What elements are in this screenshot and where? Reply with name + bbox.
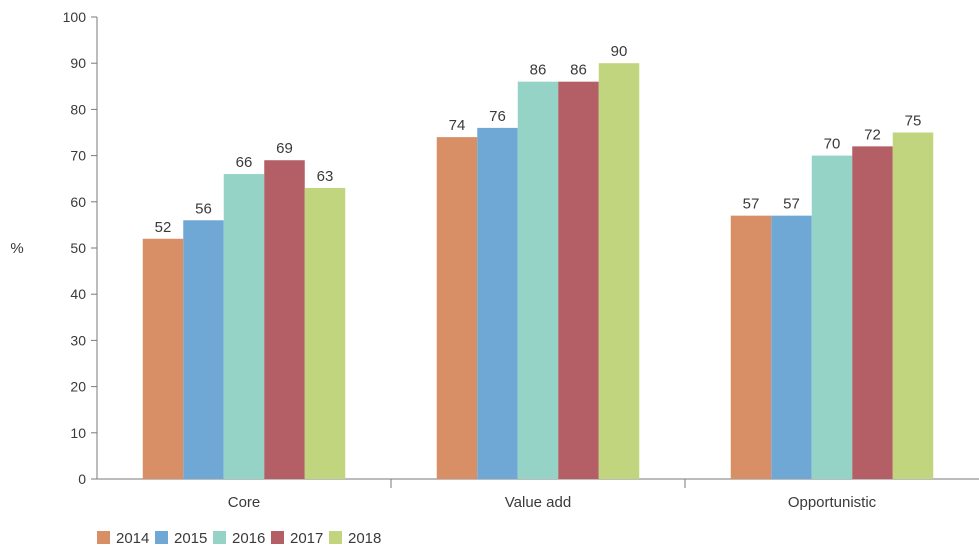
data-label: 76	[489, 108, 506, 125]
data-label: 63	[317, 168, 334, 185]
y-tick-label: 80	[70, 101, 86, 117]
legend: 2014 2015 2016 2017 2018	[97, 530, 381, 547]
y-tick-label: 10	[70, 425, 86, 441]
plot-area: 0 10 20 30 40 50 60 70 80 90 100 52 56 66 69 63 Core 74 76…	[63, 9, 979, 511]
legend-swatch	[155, 531, 168, 544]
bar	[811, 155, 853, 479]
y-axis-label: %	[10, 240, 23, 257]
x-tick-label: Core	[228, 494, 261, 511]
y-tick-label: 30	[70, 332, 86, 348]
x-tick-label: Value add	[505, 494, 571, 511]
bar	[730, 215, 772, 479]
data-label: 75	[905, 113, 922, 130]
legend-swatch	[213, 531, 226, 544]
data-label: 56	[195, 200, 212, 217]
data-label: 70	[824, 136, 841, 153]
bar	[264, 160, 305, 479]
data-label: 72	[864, 126, 881, 143]
bar	[598, 63, 640, 479]
legend-swatch	[271, 531, 284, 544]
bar	[852, 146, 893, 480]
bar	[771, 215, 812, 479]
y-tick-label: 40	[70, 286, 86, 302]
bar	[477, 127, 518, 479]
data-label: 52	[155, 219, 172, 236]
data-label: 66	[236, 154, 253, 171]
legend-swatch	[97, 531, 110, 544]
data-label: 90	[611, 43, 628, 60]
data-label: 86	[530, 62, 547, 79]
x-tick-label: Opportunistic	[788, 494, 877, 511]
data-label: 57	[783, 196, 800, 213]
y-tick-label: 90	[70, 55, 86, 71]
y-tick-label: 20	[70, 379, 86, 395]
bar	[517, 81, 559, 480]
data-label: 69	[276, 140, 293, 157]
y-tick-label: 60	[70, 194, 86, 210]
data-label: 57	[743, 196, 760, 213]
bar	[142, 238, 184, 479]
bar	[183, 220, 224, 479]
bar	[223, 174, 265, 479]
legend-swatch	[329, 531, 342, 544]
legend-entry: 2016	[232, 530, 265, 547]
y-tick-label: 0	[78, 471, 86, 487]
legend-entry: 2015	[174, 530, 207, 547]
bar	[304, 187, 346, 479]
bar	[892, 132, 934, 479]
legend-entry: 2017	[290, 530, 323, 547]
bar	[558, 81, 599, 480]
y-tick-label: 50	[70, 240, 86, 256]
legend-entry: 2014	[116, 530, 149, 547]
legend-entry: 2018	[348, 530, 381, 547]
data-label: 74	[449, 117, 466, 134]
bar	[436, 137, 478, 479]
y-tick-label: 100	[63, 9, 87, 25]
y-tick-label: 70	[70, 148, 86, 164]
data-label: 86	[570, 62, 587, 79]
